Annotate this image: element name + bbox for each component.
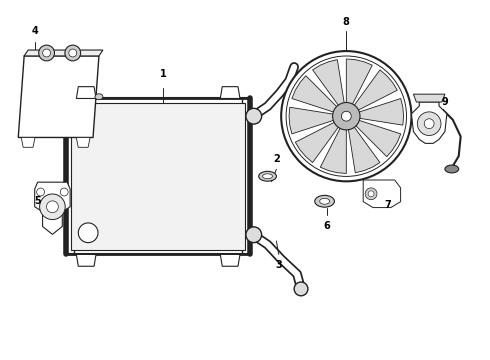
Circle shape	[424, 119, 434, 129]
Polygon shape	[292, 76, 338, 113]
Ellipse shape	[319, 198, 330, 204]
Circle shape	[43, 49, 50, 57]
Polygon shape	[355, 120, 401, 157]
Circle shape	[342, 111, 351, 121]
Ellipse shape	[263, 174, 272, 179]
Polygon shape	[358, 99, 404, 125]
Text: 9: 9	[442, 97, 448, 107]
Ellipse shape	[259, 171, 276, 181]
Polygon shape	[220, 255, 240, 266]
Circle shape	[294, 282, 308, 296]
Circle shape	[246, 227, 262, 243]
Text: 3: 3	[275, 260, 282, 270]
Circle shape	[246, 108, 262, 124]
Text: 1: 1	[160, 69, 167, 79]
Text: 6: 6	[323, 221, 330, 231]
Text: 8: 8	[343, 17, 350, 27]
Circle shape	[365, 188, 377, 200]
Circle shape	[69, 49, 77, 57]
Circle shape	[60, 188, 68, 196]
Polygon shape	[353, 70, 397, 111]
Circle shape	[368, 191, 374, 197]
Circle shape	[286, 56, 407, 176]
Bar	[67, 99, 250, 255]
Ellipse shape	[315, 195, 335, 207]
Polygon shape	[21, 138, 35, 147]
Circle shape	[333, 103, 360, 130]
Circle shape	[47, 201, 58, 213]
Text: 7: 7	[384, 200, 391, 210]
Circle shape	[417, 112, 441, 135]
Ellipse shape	[445, 165, 459, 173]
Polygon shape	[348, 126, 380, 173]
Polygon shape	[18, 56, 99, 138]
Polygon shape	[346, 59, 372, 106]
Polygon shape	[76, 87, 96, 99]
Circle shape	[39, 45, 54, 61]
Polygon shape	[313, 60, 344, 107]
Bar	[72, 103, 245, 249]
Polygon shape	[220, 87, 240, 99]
Circle shape	[65, 45, 81, 61]
Polygon shape	[412, 102, 447, 143]
Circle shape	[78, 223, 98, 243]
Text: 5: 5	[34, 196, 41, 206]
Polygon shape	[414, 94, 445, 102]
Text: 4: 4	[32, 26, 39, 36]
Polygon shape	[24, 50, 103, 56]
Polygon shape	[76, 255, 96, 266]
Polygon shape	[363, 180, 401, 208]
Ellipse shape	[95, 94, 103, 100]
Circle shape	[37, 188, 45, 196]
Polygon shape	[35, 182, 70, 234]
Polygon shape	[289, 107, 335, 134]
Circle shape	[281, 51, 412, 181]
Text: 2: 2	[273, 154, 280, 164]
Polygon shape	[76, 138, 90, 147]
Polygon shape	[320, 127, 346, 174]
Circle shape	[40, 194, 65, 220]
Polygon shape	[295, 122, 340, 162]
